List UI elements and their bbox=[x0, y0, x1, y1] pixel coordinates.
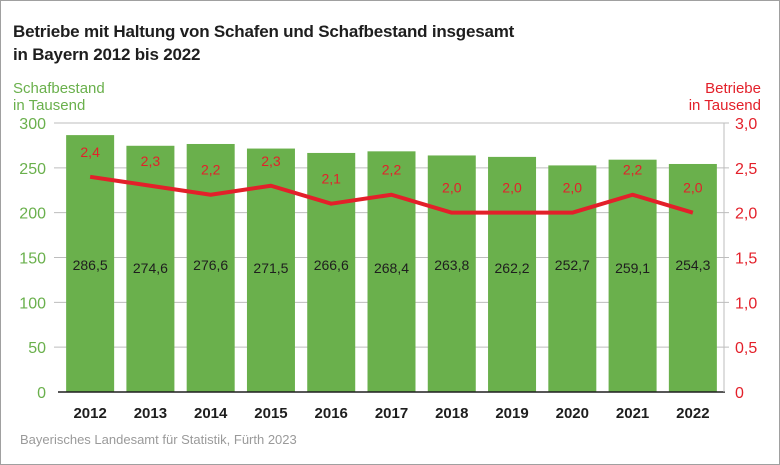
bar-series bbox=[66, 135, 717, 393]
bar-value-label: 274,6 bbox=[133, 260, 168, 276]
line-value-label: 2,3 bbox=[141, 153, 161, 169]
right-axis-label-line-1: Betriebe bbox=[705, 80, 761, 97]
left-tick-label: 250 bbox=[19, 161, 46, 178]
right-tick-label: 1,5 bbox=[735, 251, 757, 268]
left-tick-label: 100 bbox=[19, 295, 46, 312]
x-tick-label: 2019 bbox=[495, 405, 528, 422]
line-value-label: 2,1 bbox=[321, 171, 341, 187]
bar-value-label: 259,1 bbox=[615, 260, 650, 276]
line-value-label: 2,0 bbox=[442, 180, 462, 196]
bar bbox=[367, 151, 416, 392]
bar bbox=[427, 155, 476, 392]
line-value-label: 2,4 bbox=[80, 144, 100, 160]
bar bbox=[488, 156, 537, 392]
x-tick-label: 2012 bbox=[73, 405, 106, 422]
chart-title-line-1: Betriebe mit Haltung von Schafen und Sch… bbox=[13, 22, 515, 41]
right-tick-label: 1,0 bbox=[735, 295, 757, 312]
bar bbox=[548, 165, 597, 392]
bar-value-label: 262,2 bbox=[495, 260, 530, 276]
bar-value-label: 268,4 bbox=[374, 260, 409, 276]
bar-value-label: 271,5 bbox=[253, 260, 288, 276]
x-tick-label: 2013 bbox=[134, 405, 167, 422]
bar bbox=[307, 152, 356, 392]
bar bbox=[186, 143, 235, 392]
x-tick-label: 2014 bbox=[194, 405, 228, 422]
line-value-label: 2,2 bbox=[623, 162, 643, 178]
left-axis-label-line-1: Schafbestand bbox=[13, 80, 105, 97]
x-tick-label: 2022 bbox=[676, 405, 709, 422]
x-tick-label: 2018 bbox=[435, 405, 468, 422]
left-tick-label: 0 bbox=[37, 385, 46, 402]
right-axis-label: Betriebe in Tausend bbox=[689, 80, 761, 114]
axes bbox=[58, 123, 725, 393]
line-value-label: 2,3 bbox=[261, 153, 281, 169]
tick-labels: 0 0 50 0,5 100 1,0 150 1,5 200 2,0 250 2,5 300 3,0 201… bbox=[19, 116, 757, 422]
left-axis-label: Schafbestand in Tausend bbox=[13, 80, 105, 114]
bar-value-label: 266,6 bbox=[314, 257, 349, 273]
right-tick-label: 0 bbox=[735, 385, 744, 402]
right-tick-label: 2,5 bbox=[735, 161, 757, 178]
left-tick-label: 200 bbox=[19, 206, 46, 223]
left-axis-label-line-2: in Tausend bbox=[13, 97, 86, 114]
chart-title: Betriebe mit Haltung von Schafen und Sch… bbox=[13, 20, 514, 66]
line-value-label: 2,0 bbox=[683, 180, 703, 196]
line-value-label: 2,0 bbox=[502, 180, 522, 196]
right-axis-label-line-2: in Tausend bbox=[688, 97, 761, 114]
bar bbox=[668, 163, 717, 392]
left-tick-label: 50 bbox=[28, 340, 46, 357]
bar-value-label: 276,6 bbox=[193, 257, 228, 273]
x-tick-label: 2016 bbox=[315, 405, 348, 422]
bar-value-label: 286,5 bbox=[73, 257, 108, 273]
line-value-label: 2,0 bbox=[563, 180, 583, 196]
x-tick-label: 2017 bbox=[375, 405, 408, 422]
left-tick-label: 150 bbox=[19, 251, 46, 268]
line-value-label: 2,2 bbox=[201, 162, 221, 178]
bar-value-label: 263,8 bbox=[434, 257, 469, 273]
x-tick-label: 2021 bbox=[616, 405, 649, 422]
x-tick-label: 2015 bbox=[254, 405, 287, 422]
source-note: Bayerisches Landesamt für Statistik, Für… bbox=[20, 432, 297, 447]
right-tick-label: 3,0 bbox=[735, 116, 757, 133]
line-value-labels: 2,4 2,3 2,2 2,3 2,1 2,2 2,0 2,0 2,0 2,2 2,0 bbox=[80, 144, 703, 213]
line-value-label: 2,2 bbox=[382, 162, 402, 178]
bar-value-label: 252,7 bbox=[555, 257, 590, 273]
x-tick-label: 2020 bbox=[556, 405, 589, 422]
bar-value-label: 254,3 bbox=[675, 257, 710, 273]
left-tick-label: 300 bbox=[19, 116, 46, 133]
right-tick-label: 0,5 bbox=[735, 340, 757, 357]
chart-title-line-2: in Bayern 2012 bis 2022 bbox=[13, 45, 201, 64]
bar-value-labels: 286,5 274,6 276,6 271,5 266,6 268,4 263,8 262,2… bbox=[73, 257, 711, 276]
right-tick-label: 2,0 bbox=[735, 206, 757, 223]
